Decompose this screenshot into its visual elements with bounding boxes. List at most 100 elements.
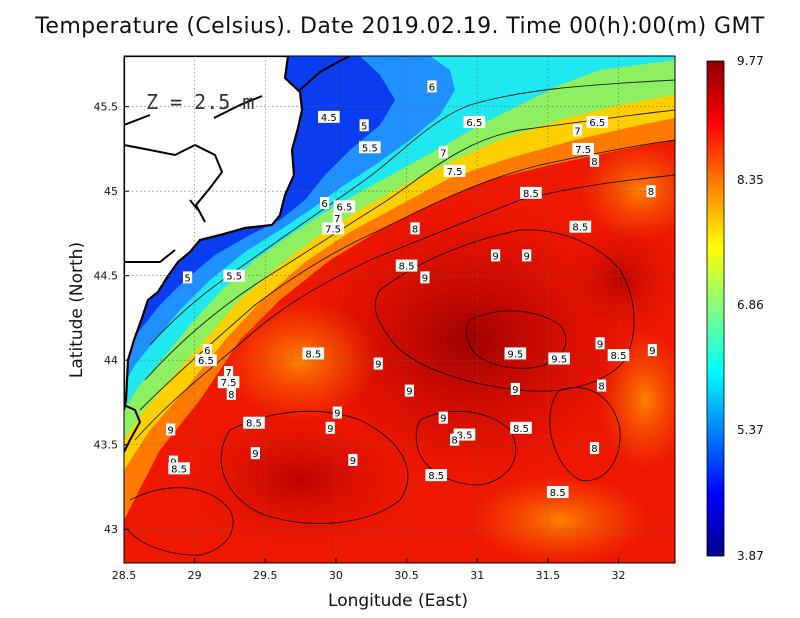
contour-label: 9: [649, 346, 655, 357]
contour-label-bg: [223, 269, 245, 282]
coastline-detail: [124, 56, 351, 453]
contour-label-bg: [463, 115, 486, 128]
orange-patch-ne: [580, 140, 675, 240]
contour-label-bg: [359, 141, 381, 154]
contour-label-bg: [168, 462, 190, 475]
contour-label: 8.5: [457, 431, 473, 442]
contour-label: 8: [591, 444, 597, 455]
contour-label-bg: [510, 421, 532, 434]
contour-label-bg: [546, 486, 569, 499]
contour-label: 7.5: [221, 378, 237, 389]
contour-label: 5: [184, 273, 190, 284]
contour-label: 6.5: [466, 118, 482, 129]
contour-label: 6: [204, 346, 210, 357]
warm-patch-east: [560, 220, 675, 340]
x-tick-label: 29.5: [253, 569, 278, 582]
contour-label-bg: [195, 354, 217, 367]
contour-label: 7.5: [447, 167, 463, 178]
contour-label-bg: [325, 421, 335, 434]
contour-label-bg: [166, 423, 176, 436]
contour-label: 7.5: [325, 224, 341, 235]
contour-label: 9: [512, 385, 518, 396]
contour-label: 8: [412, 224, 418, 235]
colorbar-label: 8.35: [737, 173, 764, 187]
contour-label: 9: [597, 339, 603, 350]
contour-label: 8: [591, 157, 597, 168]
contour-label-bg: [333, 200, 356, 213]
contour-label: 9: [440, 414, 446, 425]
contour-label-bg: [250, 447, 260, 460]
x-tick-label: 30.5: [394, 569, 419, 582]
y-tick-label: 44: [104, 354, 118, 367]
contour-label: 7.5: [575, 145, 591, 156]
y-axis: 43 43.5 44 44.5 45 45.5: [94, 101, 129, 536]
contour-label-bg: [373, 357, 383, 370]
y-tick-label: 44.5: [94, 270, 119, 283]
contour-label-bg: [404, 384, 414, 397]
contour-label-bg: [395, 259, 418, 272]
contour-label-bg: [504, 347, 527, 360]
depth-label: Z = 2.5 m: [146, 90, 254, 114]
contour-label: 6.5: [589, 118, 605, 129]
contour-label-layer: 64.55 6.5 6.575.5 7 7.587.58.5 86 6.577.5 8 8.59…: [166, 80, 657, 499]
contour-label: 8.5: [428, 471, 444, 482]
contour-label: 7: [574, 126, 580, 137]
contour-label: 5: [361, 121, 367, 132]
contour-label: 5.5: [226, 272, 242, 283]
contour-label-bg: [202, 344, 212, 357]
x-tick-label: 30: [329, 569, 343, 582]
contour-label: 7: [334, 214, 340, 225]
contour-label-bg: [168, 455, 179, 468]
land: [124, 56, 304, 411]
contour-label: 9: [327, 424, 333, 435]
contour-label: 6: [429, 82, 435, 93]
contour-label-bg: [450, 433, 460, 446]
contour-label: 4.5: [321, 113, 337, 124]
x-tick-label: 29: [188, 569, 202, 582]
colorbar: [706, 60, 725, 557]
contour-label-bg: [318, 110, 340, 123]
contour-label: 9: [492, 251, 498, 262]
contour-label: 8.5: [171, 464, 187, 475]
contour-label-bg: [443, 164, 466, 177]
colorbar-label: 6.86: [737, 298, 764, 312]
contour-label-bg: [569, 220, 592, 233]
contour-label: 8.5: [246, 419, 262, 430]
contour-label-bg: [589, 442, 600, 455]
x-tick-label: 31.5: [536, 569, 561, 582]
x-tick-label: 32: [611, 569, 625, 582]
contour-label: 8.5: [572, 223, 588, 234]
colorbar-labels: 9.77 8.35 6.86 5.37 3.87: [737, 54, 764, 563]
contour-label-bg: [302, 347, 325, 360]
contour-label: 6.5: [336, 202, 352, 213]
contour-label-bg: [520, 186, 542, 199]
contour-label: 8.5: [513, 424, 529, 435]
contour-label: 7: [225, 368, 231, 379]
contour-lines: [127, 79, 675, 556]
x-axis: 28.5 29 29.5 30 30.5 31 31.5 32: [112, 558, 625, 582]
contour-label-bg: [420, 271, 430, 284]
contour-label: 9: [350, 456, 356, 467]
colorbar-label: 3.87: [737, 549, 764, 563]
plot-area: 64.55 6.5 6.575.5 7 7.587.58.5 86 6.577.5 8 8.59…: [124, 56, 675, 563]
contour-label-bg: [607, 349, 630, 362]
contour-label-bg: [646, 185, 656, 198]
orange-patch-s: [470, 475, 650, 563]
warm-core: [300, 200, 640, 480]
x-tick-label: 31: [470, 569, 484, 582]
contour-label: 8.5: [305, 349, 321, 360]
contour-label-bg: [332, 212, 342, 225]
y-tick-label: 43.5: [94, 439, 119, 452]
contour-label: 8.5: [523, 189, 539, 200]
contour-label-bg: [243, 416, 265, 429]
y-tick-label: 45.5: [94, 101, 119, 114]
contour-label-bg: [332, 406, 342, 419]
contour-label-bg: [572, 142, 594, 155]
contour-label-bg: [438, 146, 448, 159]
contour-label-bg: [410, 222, 420, 235]
contour-label: 9: [334, 409, 340, 420]
contour-label-bg: [490, 249, 501, 262]
contour-label: 9: [252, 449, 258, 460]
contour-label-bg: [522, 249, 532, 262]
